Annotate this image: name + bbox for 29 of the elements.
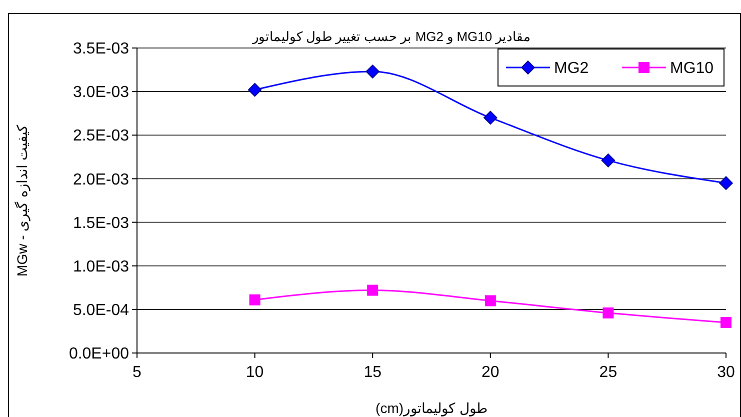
point	[719, 176, 733, 190]
y-tick-label: 1.0E-03	[72, 258, 130, 276]
point	[249, 294, 260, 306]
x-axis-title: طول کولیماتور(cm)	[376, 400, 488, 417]
y-axis-title: کیفیت اندازه گیری - MGw	[14, 124, 31, 276]
point	[484, 295, 496, 306]
x-tick-label: 5	[132, 364, 142, 381]
y-tick-label: 1.5E-03	[72, 214, 130, 232]
point	[248, 82, 262, 97]
x-tick-label: 15	[364, 364, 382, 381]
point	[367, 284, 378, 296]
point	[602, 307, 614, 318]
x-tick-label: 10	[246, 364, 264, 381]
y-tick-label: 2.0E-03	[72, 171, 130, 188]
point	[601, 154, 616, 168]
y-tick-label: 5.0E-04	[72, 302, 130, 320]
x-tick-label: 25	[599, 364, 618, 381]
y-tick-label: 0.0E+00	[68, 346, 130, 363]
x-tick-label: 20	[482, 364, 500, 381]
point	[366, 64, 380, 78]
point	[720, 317, 732, 328]
legend-label: MG2	[554, 60, 589, 78]
legend-label: MG10	[670, 60, 714, 78]
y-tick-label: 3.0E-03	[72, 84, 130, 102]
chart-title: مقادیر MG10 و MG2 بر حسب تغییر طول کولیماتور	[251, 29, 531, 45]
point	[484, 110, 498, 125]
y-tick-label: 2.5E-03	[72, 128, 130, 145]
x-tick-label: 30	[717, 364, 735, 381]
y-tick-label: 3.5E-03	[72, 40, 130, 58]
